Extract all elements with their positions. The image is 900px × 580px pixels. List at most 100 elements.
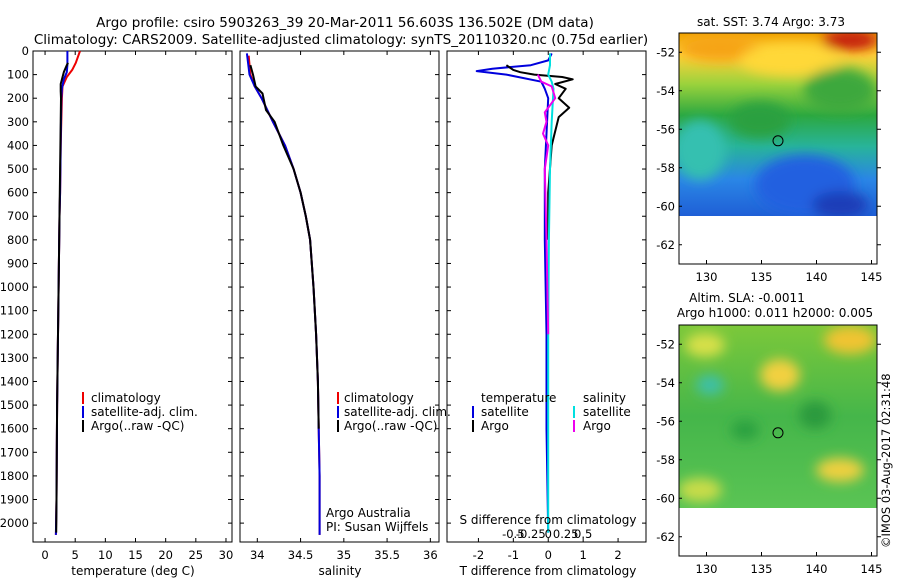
x-tick-label: 30 [219, 548, 234, 562]
top-tick-label: 0 [545, 527, 552, 541]
map-y-tick-label: -58 [656, 453, 675, 467]
series-line-satellite-adj-clim- [245, 53, 321, 535]
sla-map-blank [679, 508, 877, 556]
sst-map-ticks: -52 -54 -56 -58 -60 -62 130 135 140 145 [656, 45, 882, 284]
x-tick-label: 36 [423, 548, 438, 562]
x-tick-label: 34 [250, 548, 265, 562]
y-tick-label: 700 [7, 209, 29, 223]
legend-label-climatology: climatology [91, 391, 161, 405]
map-x-tick-label: 140 [806, 562, 828, 576]
y-tick-label: 1800 [0, 469, 29, 483]
y-tick-label: 500 [7, 162, 29, 176]
difference-ticks: -2 -1 0 1 2 [447, 50, 646, 562]
argo-location-marker [772, 135, 784, 147]
x-tick-label: 5 [72, 548, 79, 562]
map-x-tick-label: 130 [696, 562, 718, 576]
y-tick-label: 1100 [0, 304, 29, 318]
map-x-tick-label: 135 [751, 270, 773, 284]
legend-label-s-satellite: satellite [583, 405, 631, 419]
y-tick-label: 2000 [0, 516, 29, 530]
y-tick-label: 1900 [0, 493, 29, 507]
y-tick-label: 1200 [0, 327, 29, 341]
map-x-tick-label: 145 [861, 270, 883, 284]
legend-label-t-argo: Argo [481, 419, 509, 433]
difference-xlabel: T difference from climatology [459, 564, 637, 578]
legend-salinity-title: salinity [583, 391, 626, 405]
legend-swatch-argo [337, 420, 339, 432]
y-tick-label: 300 [7, 115, 29, 129]
difference-lines [475, 52, 574, 533]
x-tick-label: 15 [128, 548, 143, 562]
legend-label-argo: Argo(..raw -QC) [91, 419, 184, 433]
temperature-legend: climatology satellite-adj. clim. Argo(..… [82, 391, 198, 433]
series-line-s-argo [536, 74, 557, 335]
salinity-ticks: 34 34.5 35 35.5 36 [240, 50, 439, 562]
y-tick-label: 1400 [0, 374, 29, 388]
y-tick-label: 1700 [0, 445, 29, 459]
legend-swatch-climatology [82, 392, 84, 404]
temperature-xlabel: temperature (deg C) [71, 564, 194, 578]
annotation-pi: PI: Susan Wijffels [326, 520, 428, 534]
difference-top-ticks: -0.5-0.250 0.250.5 [502, 527, 592, 541]
map-x-tick-label: 135 [751, 562, 773, 576]
temperature-lines [54, 50, 81, 535]
sla-heatmap [679, 325, 877, 508]
salinity-xlabel: salinity [318, 564, 361, 578]
series-line-s-satellite [547, 53, 555, 533]
series-line-argo [249, 64, 320, 429]
series-line-climatology [247, 55, 321, 535]
salinity-legend: climatology satellite-adj. clim. Argo(..… [337, 391, 451, 433]
map-y-tick-label: -52 [656, 337, 675, 351]
sst-map-title: sat. SST: 3.74 Argo: 3.73 [697, 15, 845, 29]
map-x-tick-label: 130 [696, 270, 718, 284]
series-line-t-satellite [475, 52, 553, 533]
y-tick-label: 1600 [0, 422, 29, 436]
title-line1: Argo profile: csiro 5903263_39 20-Mar-20… [96, 15, 594, 31]
legend-label-climatology: climatology [344, 391, 414, 405]
legend-swatch-t-argo [472, 420, 474, 432]
x-tick-label: 25 [188, 548, 203, 562]
x-tick-label: 10 [98, 548, 113, 562]
difference-panel: -2 -1 0 1 2 S difference from climatology -0… [446, 50, 647, 578]
annotation-argo-australia: Argo Australia [326, 506, 411, 520]
argo-location-marker [772, 427, 784, 439]
legend-swatch-s-satellite [573, 406, 575, 418]
y-tick-label: 1300 [0, 351, 29, 365]
y-tick-label: 800 [7, 233, 29, 247]
y-tick-label: 0 [22, 44, 29, 58]
y-tick-label: 1500 [0, 398, 29, 412]
map-y-tick-label: -54 [656, 84, 675, 98]
watermark: ©IMOS 03-Aug-2017 02:31:48 [879, 373, 893, 548]
sst-map-panel: sat. SST: 3.74 Argo: 3.73 -52 -54 -56 -58 -6… [656, 15, 882, 284]
sla-map-panel: Altim. SLA: -0.0011 Argo h1000: 0.011 h2… [656, 291, 882, 576]
difference-xlabel-top: S difference from climatology [460, 513, 637, 527]
y-tick-label: 200 [7, 91, 29, 105]
legend-swatch-satellite [82, 406, 84, 418]
map-x-tick-label: 140 [806, 270, 828, 284]
temperature-panel: 0100200300400500600700800900100011001200… [0, 44, 233, 578]
sst-map-blank [679, 216, 877, 264]
x-tick-label: 35.5 [374, 548, 400, 562]
temperature-axes [32, 50, 233, 543]
legend-swatch-climatology [337, 392, 339, 404]
x-tick-label: 34.5 [288, 548, 314, 562]
y-tick-label: 1000 [0, 280, 29, 294]
x-tick-label: -2 [473, 548, 484, 562]
map-y-tick-label: -56 [656, 414, 675, 428]
map-y-tick-label: -56 [656, 122, 675, 136]
top-tick-label: -0.25 [516, 527, 546, 541]
sla-map-title: Altim. SLA: -0.0011 [689, 291, 805, 305]
salinity-lines [245, 53, 321, 535]
sst-heatmap [679, 33, 877, 216]
sla-map-axes [678, 324, 878, 557]
legend-swatch-argo [82, 420, 84, 432]
sla-map-ticks: -52 -54 -56 -58 -60 -62 130 135 140 145 [656, 337, 882, 576]
series-line-t-argo [505, 64, 574, 240]
legend-label-s-argo: Argo [583, 419, 611, 433]
legend-label-argo: Argo(..raw -QC) [344, 419, 437, 433]
x-tick-label: 1 [579, 548, 586, 562]
series-line-argo [55, 62, 69, 533]
map-y-tick-label: -54 [656, 376, 675, 390]
x-tick-label: 0 [545, 548, 552, 562]
